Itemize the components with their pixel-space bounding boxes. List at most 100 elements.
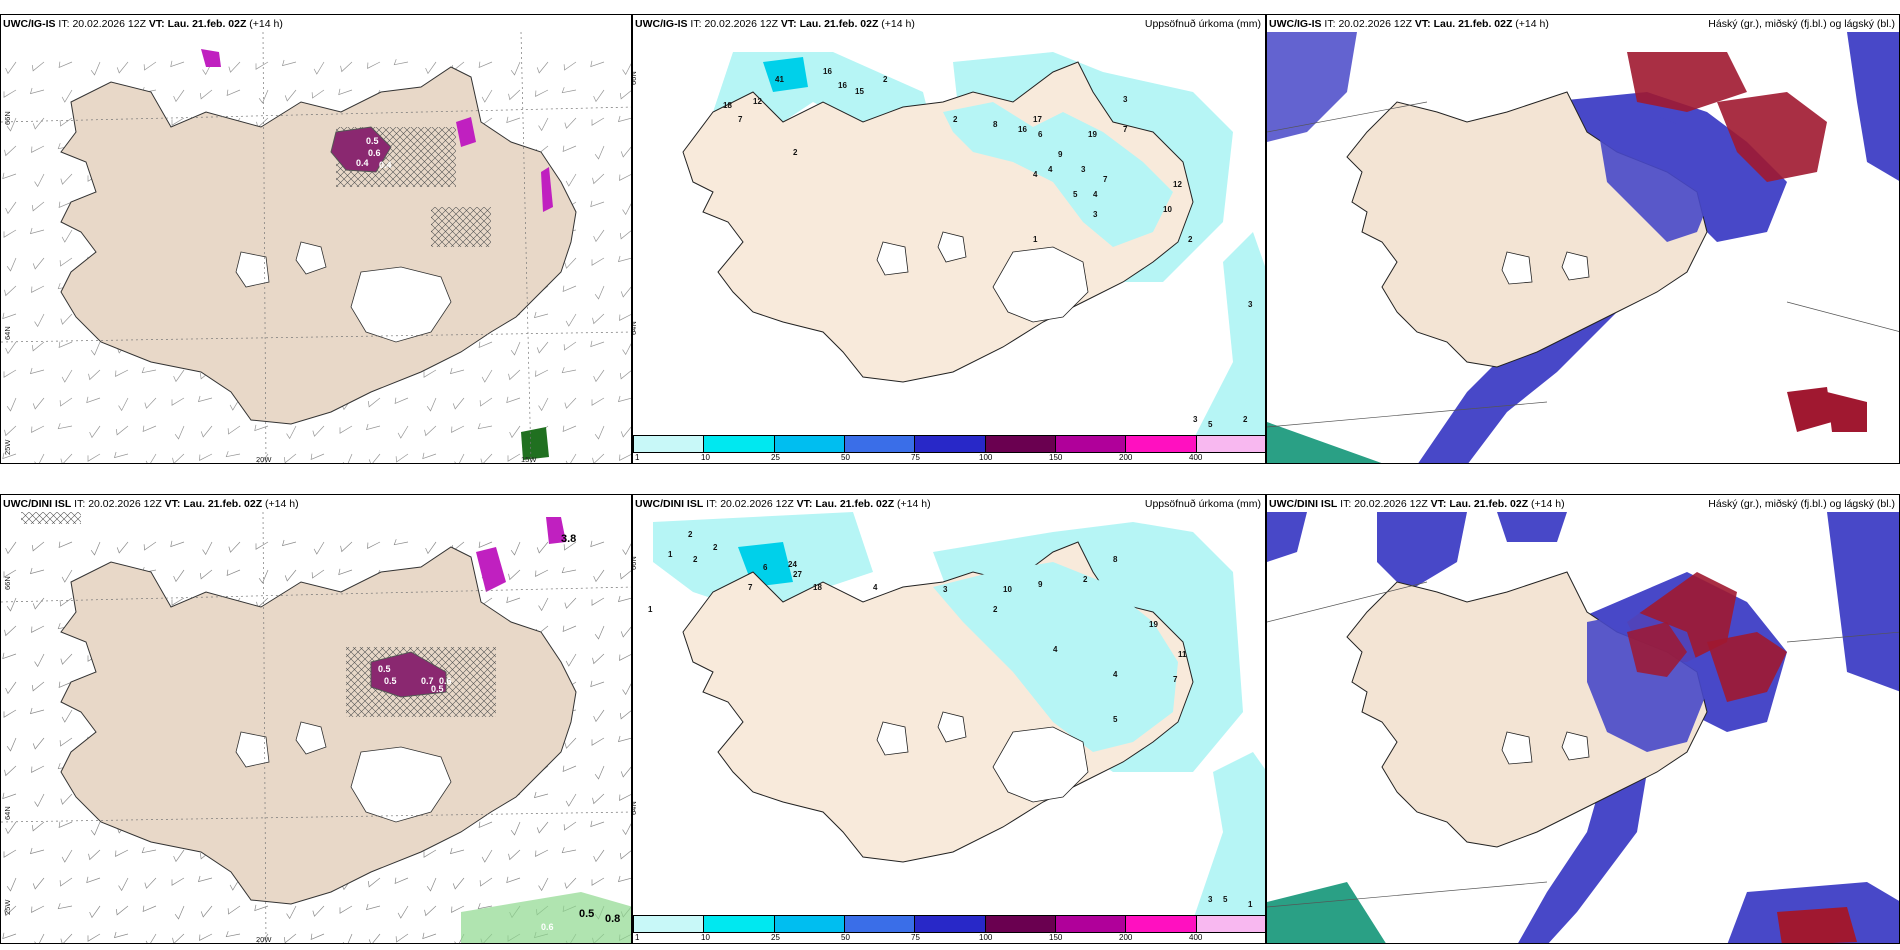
mid-cloud-area xyxy=(1377,512,1467,592)
wind-barb xyxy=(339,905,353,914)
wind-barb xyxy=(255,61,269,70)
lon-label: 20W xyxy=(256,935,272,944)
wind-barb xyxy=(34,653,45,668)
wind-barb xyxy=(171,117,185,126)
lat-label: 64N xyxy=(3,326,12,340)
wind-barb xyxy=(536,821,549,834)
wind-barb xyxy=(172,933,185,943)
wind-barb xyxy=(257,453,269,463)
wind-barb xyxy=(29,87,45,95)
wind-barb xyxy=(141,367,157,374)
wind-barb xyxy=(617,255,631,263)
wind-barb xyxy=(144,877,157,889)
wind-barb xyxy=(254,904,269,912)
wind-barb xyxy=(508,569,521,581)
wind-barb xyxy=(564,597,577,609)
wind-barb xyxy=(481,849,493,863)
wind-barb xyxy=(478,341,493,349)
wind-barb xyxy=(563,341,577,351)
wind-barb xyxy=(368,453,381,463)
wind-barb xyxy=(311,569,325,579)
wind-barb xyxy=(6,397,17,412)
wind-barb xyxy=(397,425,409,439)
precip-value: 2 xyxy=(713,543,718,552)
wind-barb xyxy=(481,89,493,103)
wind-barb xyxy=(562,425,577,433)
wind-barb xyxy=(535,849,549,857)
panel-bottom-left-wind: UWC/DINI ISL IT: 20.02.2026 12Z VT: Lau.… xyxy=(0,494,632,944)
wind-barb xyxy=(338,88,353,96)
wind-barb xyxy=(622,61,631,76)
wind-barb xyxy=(58,61,73,69)
value-label: 0.5 xyxy=(431,684,444,694)
wind-barb xyxy=(60,933,73,943)
wind-barb xyxy=(312,905,325,917)
wind-barb xyxy=(281,59,297,67)
colorbar-tick: 100 xyxy=(979,453,993,462)
precip-value: 1 xyxy=(1033,235,1038,244)
wind-barb xyxy=(31,765,45,773)
wind-barb xyxy=(61,849,73,863)
value-label: 0.5 xyxy=(384,676,397,686)
precip-map[interactable]: 2 2 1 2 1 24 27 18 6 7 4 3 2 10 9 2 8 4 … xyxy=(633,512,1266,920)
wind-barb xyxy=(481,369,493,383)
wind-barb xyxy=(422,932,437,940)
colorbar-tick: 25 xyxy=(771,453,780,462)
cloud-map[interactable] xyxy=(1267,512,1900,944)
wind-barb xyxy=(31,341,45,352)
wind-barb xyxy=(508,89,521,101)
wind-barb xyxy=(365,423,381,431)
wind-barb xyxy=(57,423,73,430)
precip-value: 11 xyxy=(1178,650,1187,659)
colorbar-swatch xyxy=(915,916,986,932)
wind-barb xyxy=(339,425,353,434)
wind-barb xyxy=(32,597,45,610)
colorbar-tick: 10 xyxy=(701,933,710,942)
wind-barb xyxy=(118,877,129,892)
wind-barb xyxy=(619,653,631,661)
wind-barb xyxy=(3,89,17,98)
wind-barb xyxy=(620,425,631,438)
wind-barb xyxy=(340,61,353,73)
precip-value: 3 xyxy=(1123,95,1128,104)
precip-value: 5 xyxy=(1223,895,1228,904)
lat-label: 66N xyxy=(3,111,12,125)
wind-barb xyxy=(592,313,605,325)
wind-barb xyxy=(5,341,17,355)
value-label: 0.6 xyxy=(368,148,381,158)
wind-barb xyxy=(506,876,521,884)
wind-barb xyxy=(86,396,101,404)
precip-map[interactable]: 41 16 16 15 2 18 12 7 2 2 8 16 17 6 19 3… xyxy=(633,32,1266,440)
wind-barb xyxy=(368,933,381,943)
precip-value: 3 xyxy=(1081,165,1086,174)
wind-barb xyxy=(565,173,577,187)
wind-barb xyxy=(90,61,101,76)
panel-title: Uppsöfnuð úrkoma (mm) xyxy=(1144,498,1261,510)
wind-barb xyxy=(338,568,353,576)
cloud-map[interactable] xyxy=(1267,32,1900,464)
wind-barb xyxy=(594,285,605,300)
glacier xyxy=(876,241,909,276)
wind-map[interactable]: 0.5 0.6 0.4 0.4 xyxy=(1,32,632,464)
precip-value: 16 xyxy=(823,67,832,76)
wind-map[interactable]: 3.8 0.5 0.5 0.7 0.6 0.5 0.5 0.8 0.6 xyxy=(1,512,632,944)
panel-header: UWC/DINI ISL IT: 20.02.2026 12Z VT: Lau.… xyxy=(1269,498,1565,510)
wind-barb xyxy=(536,61,549,74)
wind-barb xyxy=(619,369,631,380)
wind-barb xyxy=(34,453,45,463)
colorbar-swatch xyxy=(1196,436,1265,452)
wind-barb xyxy=(310,453,325,461)
mid-cloud-area xyxy=(1847,32,1899,181)
wind-barb xyxy=(31,285,45,293)
wind-barb xyxy=(115,849,129,857)
high-cloud-area xyxy=(1777,907,1857,943)
wind-barb xyxy=(6,117,17,132)
precip-value: 9 xyxy=(1058,150,1063,159)
colorbar-tick: 200 xyxy=(1119,453,1133,462)
wind-barb xyxy=(449,847,465,855)
wind-barb xyxy=(478,541,493,549)
colorbar-swatch xyxy=(634,436,705,452)
colorbar-tick: 50 xyxy=(841,933,850,942)
precip-value: 19 xyxy=(1088,130,1097,139)
wind-barb xyxy=(342,453,353,463)
